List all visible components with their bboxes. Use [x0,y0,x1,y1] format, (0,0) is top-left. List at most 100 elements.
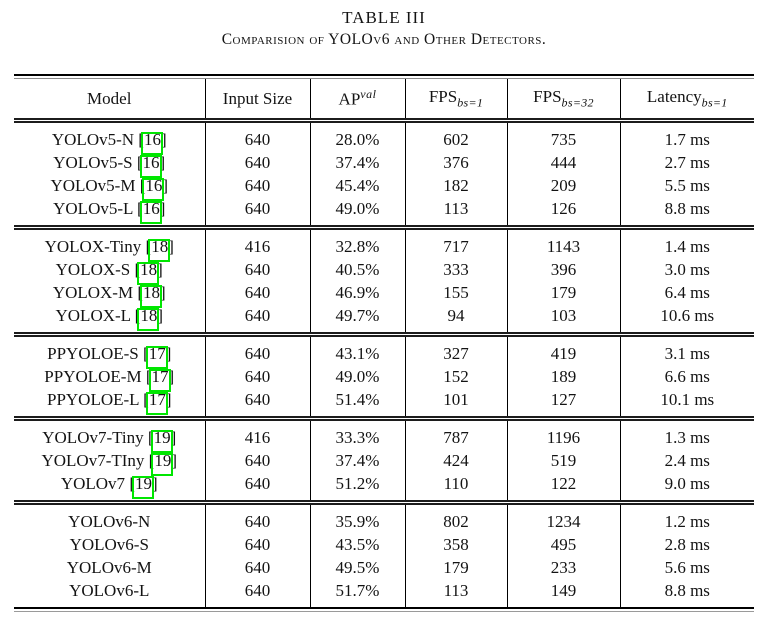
citation-link[interactable]: 18 [148,237,171,262]
citation-link[interactable]: 16 [140,130,163,155]
col-header-subscript: bs=1 [457,95,484,110]
col-header-model: Model [14,79,205,121]
citation-link[interactable]: 16 [139,153,162,178]
model-cell: YOLOv5-N [16] [51,130,167,155]
table-row: YOLOX-M [18] 640 46.9% 155 179 6.4 ms [14,281,754,308]
table-row: YOLOv7 [19] 640 51.2% 110 122 9.0 ms [14,472,754,503]
model-group-2: YOLOX-Tiny [18] 416 32.8% 717 1143 1.4 ms YOLO… [14,227,754,335]
comparison-table: Model Input Size APval FPSbs=1 FPSbs=32 Laten… [14,79,754,607]
model-cell: YOLOv6-M [14,556,205,579]
ap-val-cell: 32.8% [309,227,405,258]
model-name: YOLOX-Tiny [44,237,142,256]
fps-bs1-cell: 717 [404,227,507,258]
model-cell: YOLOX-Tiny [18] [44,237,174,262]
ap-val-cell: 43.5% [309,533,405,556]
table-row: YOLOv6-M 640 49.5% 179 233 5.6 ms [14,556,754,579]
model-name: YOLOX-S [55,260,131,279]
fps-bs32-cell: 444 [506,151,620,174]
col-header-superscript: val [360,87,377,102]
col-header-fps-bs-32: FPSbs=32 [506,79,620,121]
model-cell: PPYOLOE-M [17] [44,367,175,392]
model-cell: YOLOv5-M [16] [50,176,169,201]
citation-link[interactable]: 18 [140,283,163,308]
model-cell: YOLOv6-N [14,503,205,534]
fps-bs1-cell: 602 [404,120,507,151]
latency-bs1-cell: 6.6 ms [619,365,754,388]
citation-link[interactable]: 18 [137,260,160,285]
col-header-label: Model [87,88,132,108]
model-name: YOLOv5-L [53,199,133,218]
citation-link[interactable]: 16 [142,176,165,201]
citation-link[interactable]: 19 [150,428,173,453]
model-name: YOLOX-M [52,283,134,302]
fps-bs32-cell: 126 [506,197,620,228]
input-size-cell: 640 [204,120,310,151]
ap-val-cell: 35.9% [309,502,405,533]
ap-val-cell: 49.7% [309,304,405,335]
table-row: YOLOX-L [18] 640 49.7% 94 103 10.6 ms [14,304,754,335]
fps-bs32-cell: 122 [506,472,620,503]
col-header-label: Latency [646,86,702,106]
fps-bs1-cell: 358 [404,533,507,556]
fps-bs32-cell: 189 [506,365,620,388]
input-size-cell: 640 [204,197,310,228]
latency-bs1-cell: 5.5 ms [619,174,754,197]
input-size-cell: 640 [204,334,310,365]
ap-val-cell: 51.7% [309,579,405,607]
ap-val-cell: 49.0% [309,365,405,388]
ap-val-cell: 37.4% [309,449,405,472]
table-row: PPYOLOE-L [17] 640 51.4% 101 127 10.1 ms [14,388,754,419]
latency-bs1-cell: 10.6 ms [619,304,754,335]
citation-link[interactable]: 18 [137,306,160,331]
model-cell: YOLOv7 [19] [60,474,158,499]
ap-val-cell: 51.2% [309,472,405,503]
model-cell: YOLOv5-S [16] [53,153,166,178]
input-size-cell: 640 [204,449,310,472]
table-header: Model Input Size APval FPSbs=1 FPSbs=32 Laten… [14,79,754,121]
model-name: YOLOv6-M [66,558,152,577]
col-header-subscript: bs=1 [701,95,728,110]
citation-link[interactable]: 17 [148,367,171,392]
latency-bs1-cell: 1.4 ms [619,227,754,258]
col-header-label: FPS [428,86,458,106]
fps-bs1-cell: 802 [404,502,507,533]
fps-bs32-cell: 103 [506,304,620,335]
latency-bs1-cell: 8.8 ms [619,197,754,228]
model-name: YOLOv5-N [51,130,135,149]
input-size-cell: 640 [204,174,310,197]
input-size-cell: 416 [204,227,310,258]
citation-link[interactable]: 19 [131,474,154,499]
latency-bs1-cell: 10.1 ms [619,388,754,419]
citation-link[interactable]: 17 [145,344,168,369]
col-header-input-size: Input Size [204,79,310,121]
fps-bs32-cell: 127 [506,388,620,419]
citation-link[interactable]: 16 [139,199,162,224]
fps-bs32-cell: 519 [506,449,620,472]
fps-bs32-cell: 149 [506,579,620,607]
fps-bs32-cell: 1196 [506,418,620,449]
citation-link[interactable]: 19 [151,451,174,476]
latency-bs1-cell: 1.2 ms [619,502,754,533]
col-header-label: AP [338,89,361,109]
ap-val-cell: 49.5% [309,556,405,579]
table-row: YOLOX-Tiny [18] 416 32.8% 717 1143 1.4 ms [14,227,754,262]
citation-link[interactable]: 17 [145,390,168,415]
input-size-cell: 640 [204,281,310,304]
fps-bs1-cell: 155 [404,281,507,304]
input-size-cell: 640 [204,258,310,281]
model-cell: YOLOX-S [18] [55,260,163,285]
col-header-fps-bs-1: FPSbs=1 [404,79,507,121]
col-header-label: Input Size [222,88,293,108]
input-size-cell: 416 [204,418,310,449]
fps-bs1-cell: 113 [404,197,507,228]
input-size-cell: 640 [204,502,310,533]
fps-bs32-cell: 1234 [506,502,620,533]
table-row: YOLOv5-L [16] 640 49.0% 113 126 8.8 ms [14,197,754,228]
fps-bs1-cell: 182 [404,174,507,197]
table-row: YOLOv7-Tiny [19] 416 33.3% 787 1196 1.3 ms [14,418,754,453]
table-row: YOLOv6-L 640 51.7% 113 149 8.8 ms [14,579,754,607]
table-row: PPYOLOE-M [17] 640 49.0% 152 189 6.6 ms [14,365,754,392]
fps-bs32-cell: 419 [506,334,620,365]
fps-bs1-cell: 101 [404,388,507,419]
model-name: YOLOv6-S [69,535,149,554]
